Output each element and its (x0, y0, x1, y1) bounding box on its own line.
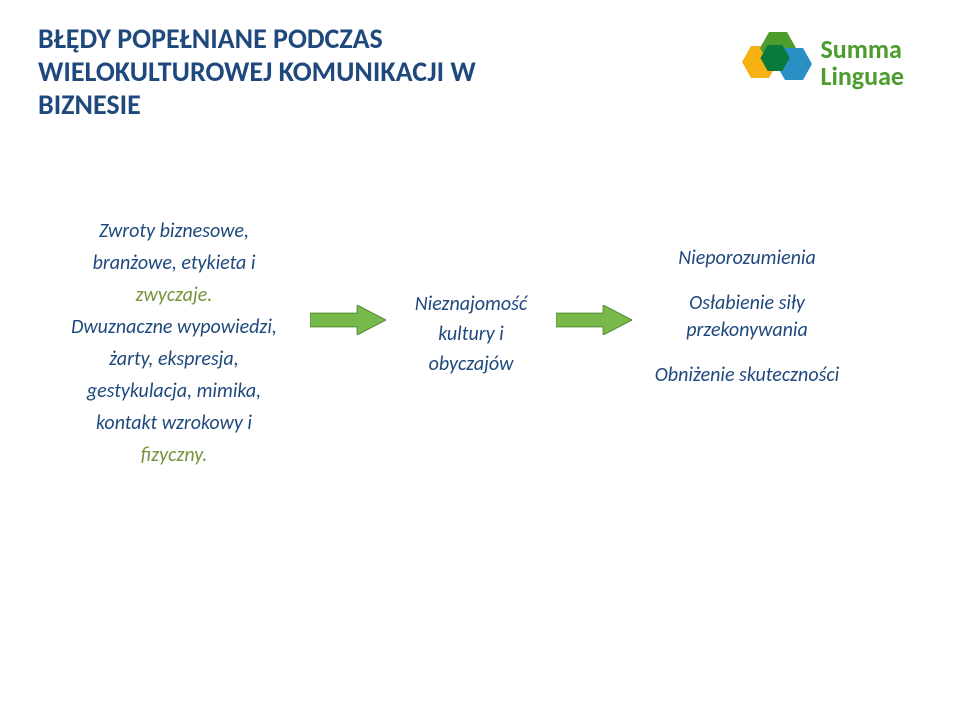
left-l8: fizyczny. (38, 439, 310, 471)
left-l2: branżowe, etykieta i (38, 247, 310, 279)
mid-l1: Nieznajomość (386, 289, 556, 319)
left-l5: żarty, ekspresja, (38, 343, 310, 375)
hex-inner (760, 45, 790, 76)
left-l7: kontakt wzrokowy i (38, 407, 310, 439)
right-column: Nieporozumienia Osłabienie siły przekony… (632, 245, 862, 407)
arrow-2 (556, 305, 632, 335)
right-l1: Nieporozumienia (632, 245, 862, 272)
logo-text-line-1: Summa (820, 36, 904, 63)
brand-logo: Summa Linguae (742, 32, 904, 94)
left-l3: zwyczaje. (38, 279, 310, 311)
right-l2a: Osłabienie siły (689, 291, 805, 315)
right-l2: Osłabienie siły przekonywania (632, 290, 862, 344)
mid-l2: kultury i (386, 319, 556, 349)
title-line-1: BŁĘDY POPEŁNIANE PODCZAS (38, 22, 598, 55)
right-l3: Obniżenie skuteczności (632, 362, 862, 389)
right-l2b: przekonywania (686, 318, 808, 342)
logo-mark (742, 32, 810, 94)
middle-column: Nieznajomość kultury i obyczajów (386, 289, 556, 379)
left-l6: gestykulacja, mimika, (38, 375, 310, 407)
diagram-row: Zwroty biznesowe, branżowe, etykieta i z… (38, 215, 918, 471)
mid-l3: obyczajów (386, 349, 556, 379)
arrow-1 (310, 305, 386, 335)
title-line-2: WIELOKULTUROWEJ KOMUNIKACJI W (38, 55, 598, 88)
title-line-3: BIZNESIE (38, 88, 598, 121)
logo-text-line-2: Linguae (820, 63, 904, 90)
left-column: Zwroty biznesowe, branżowe, etykieta i z… (38, 215, 310, 471)
slide-title: BŁĘDY POPEŁNIANE PODCZAS WIELOKULTUROWEJ… (38, 22, 598, 121)
left-l4: Dwuznaczne wypowiedzi, (38, 311, 310, 343)
logo-text: Summa Linguae (820, 36, 904, 91)
left-l1: Zwroty biznesowe, (38, 215, 310, 247)
